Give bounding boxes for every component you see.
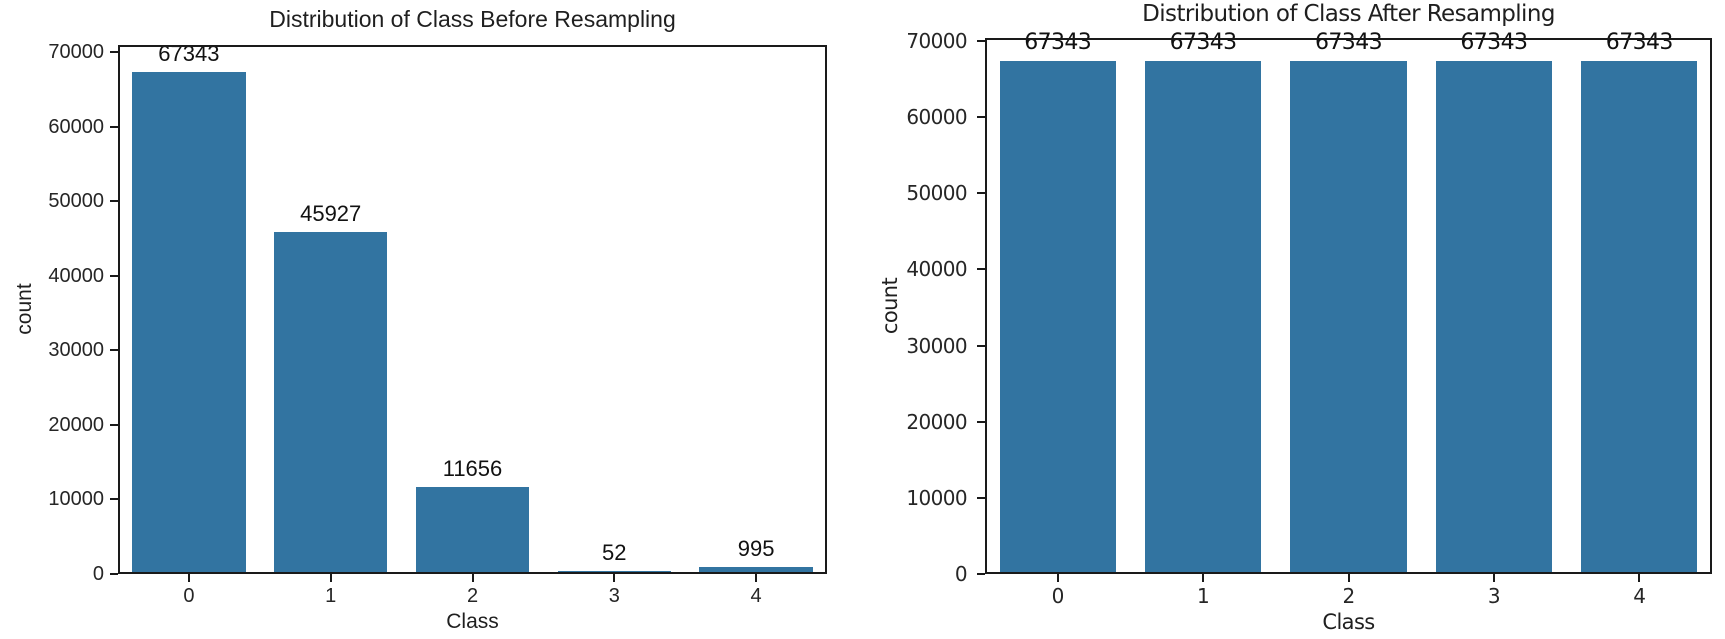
x-tick: [471, 574, 474, 582]
bar-value-label: 67343: [1460, 30, 1528, 56]
bar-value-label: 52: [602, 540, 627, 565]
y-tick-label: 50000: [48, 190, 104, 212]
y-tick: [110, 498, 118, 500]
plot-area: 67343 67343 67343 67343 67343: [985, 30, 1712, 574]
bar-value-label: 995: [737, 535, 775, 561]
x-axis-label: Class: [1322, 610, 1375, 634]
y-axis-label: count: [878, 277, 902, 335]
x-tick: [1056, 574, 1059, 582]
y-tick: [110, 424, 118, 426]
y-tick: [977, 497, 985, 499]
y-tick-label: 10000: [906, 486, 967, 510]
bar-value-label: 67343: [158, 41, 220, 67]
x-tick-label: 4: [750, 585, 762, 607]
x-tick: [1638, 574, 1641, 582]
bar-value-label: 67343: [1024, 30, 1092, 56]
bar: [999, 61, 1116, 574]
bar: [1144, 61, 1262, 574]
y-tick-label: 30000: [48, 339, 104, 361]
bar: [1290, 61, 1407, 574]
y-tick: [977, 268, 985, 270]
x-tick-label: 1: [325, 585, 337, 607]
x-tick: [187, 574, 190, 582]
y-tick-label: 10000: [48, 488, 104, 510]
y-tick: [110, 51, 118, 53]
y-tick: [977, 40, 985, 42]
y-tick: [110, 349, 118, 351]
plot-area: 67343 45927 11656 52 995: [118, 41, 827, 574]
bar-value-label: 67343: [1605, 30, 1674, 56]
y-tick-label: 40000: [48, 265, 104, 287]
y-tick-label: 60000: [906, 105, 967, 129]
bar: [1581, 61, 1698, 574]
y-tick-label: 0: [92, 563, 104, 585]
bar-value-label: 11656: [442, 456, 503, 482]
y-tick: [110, 200, 118, 202]
y-tick-label: 20000: [48, 414, 104, 436]
y-tick-label: 30000: [906, 334, 967, 358]
y-tick-label: 50000: [906, 181, 967, 205]
bar: [132, 72, 246, 574]
y-tick: [977, 345, 985, 347]
chart-title: Distribution of Class After Resampling: [1142, 1, 1555, 27]
y-tick: [977, 116, 985, 118]
bar: [274, 231, 388, 574]
x-tick-label: 1: [1197, 584, 1210, 608]
y-tick-label: 60000: [48, 116, 104, 138]
chart-title: Distribution of Class Before Resampling: [269, 6, 676, 32]
x-tick-label: 2: [466, 585, 479, 607]
chart-after-resampling: Distribution of Class After Resampling c…: [860, 0, 1725, 639]
x-tick: [1202, 574, 1205, 582]
y-tick: [977, 421, 985, 423]
bar: [699, 566, 813, 574]
y-tick: [110, 126, 118, 128]
y-tick-label: 0: [954, 562, 968, 586]
y-tick-label: 70000: [48, 41, 104, 63]
bar: [415, 487, 530, 574]
x-tick: [1492, 574, 1495, 582]
y-tick-label: 70000: [906, 29, 967, 53]
x-tick-label: 3: [1487, 584, 1501, 608]
x-tick-label: 2: [1342, 584, 1355, 608]
x-tick: [755, 574, 758, 582]
x-tick-label: 0: [183, 585, 195, 607]
y-tick: [110, 573, 118, 575]
x-tick-label: 3: [608, 585, 620, 607]
y-tick: [110, 275, 118, 277]
bar-value-label: 45927: [300, 200, 362, 226]
x-tick: [613, 574, 616, 582]
x-tick: [1347, 574, 1350, 582]
x-tick-label: 0: [1051, 584, 1065, 608]
x-axis-label: Class: [446, 610, 499, 633]
x-tick-label: 4: [1633, 584, 1646, 608]
y-tick: [977, 573, 985, 575]
bar: [1435, 61, 1552, 574]
chart-before-resampling: Distribution of Class Before Resampling …: [0, 0, 860, 639]
y-tick-label: 40000: [906, 257, 967, 281]
y-tick: [977, 192, 985, 194]
x-tick: [329, 574, 332, 582]
bar-value-label: 67343: [1315, 30, 1383, 56]
bar-value-label: 67343: [1169, 30, 1238, 56]
y-tick-label: 20000: [906, 410, 967, 434]
bar: [557, 571, 671, 574]
